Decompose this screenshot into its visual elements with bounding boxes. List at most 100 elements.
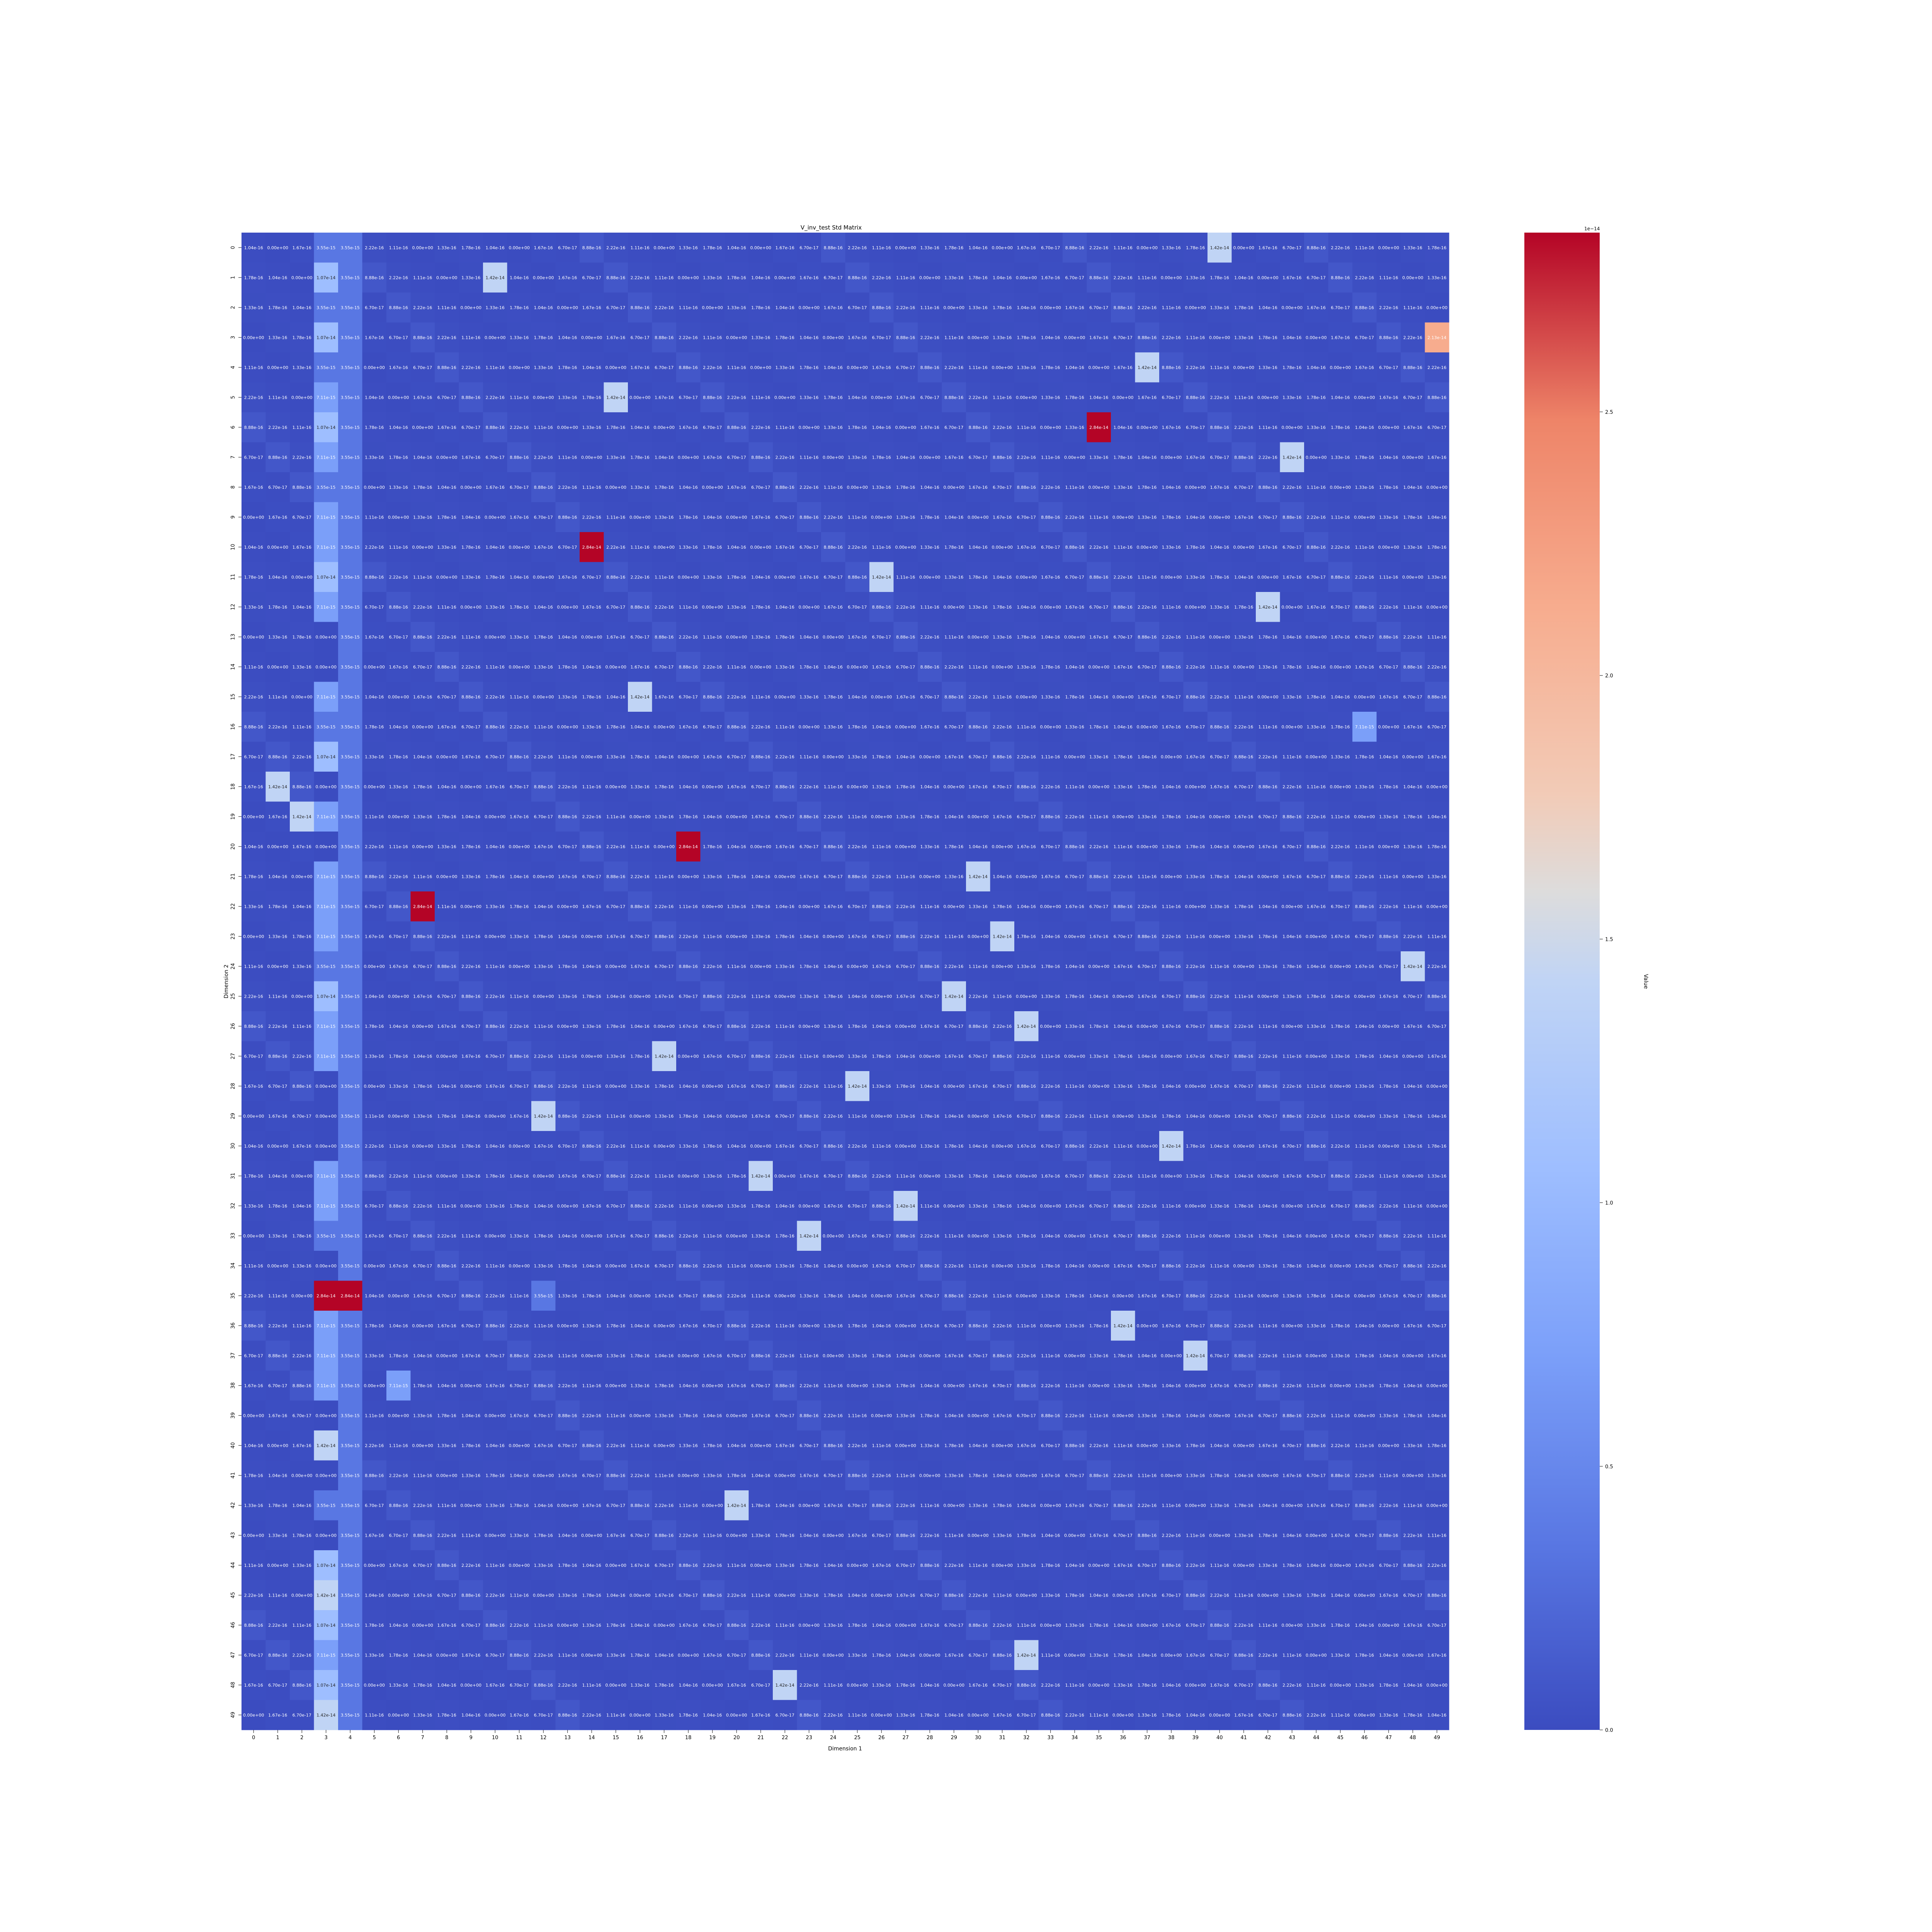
cell-value-label: 1.11e-16 — [920, 605, 939, 610]
cell-value-label: 2.22e-16 — [510, 1323, 529, 1328]
cell-value-label: 1.42e-14 — [1403, 964, 1422, 969]
cell-value-label: 1.67e-16 — [510, 814, 529, 819]
cell-value-label: 2.22e-16 — [944, 964, 963, 969]
cell-value-label: 2.22e-16 — [872, 874, 891, 879]
cell-value-label: 1.04e-16 — [461, 515, 480, 520]
cell-value-label: 1.04e-16 — [1114, 1623, 1133, 1628]
cell-value-label: 6.70e-17 — [1282, 1443, 1301, 1448]
cell-value-label: 0.00e+00 — [461, 605, 481, 610]
heatmap-cell-r4-c15 — [604, 352, 628, 383]
cell-value-label: 1.04e-16 — [1331, 694, 1350, 699]
heatmap-cell-r3-c9 — [459, 322, 483, 353]
cell-value-label: 1.11e-16 — [727, 1264, 746, 1269]
heatmap-cell-r0-c2 — [290, 233, 314, 263]
cell-value-label: 6.70e-17 — [944, 425, 963, 430]
cell-value-label: 2.22e-16 — [751, 724, 770, 730]
cell-value-label: 1.67e-16 — [920, 724, 939, 730]
heatmap-cell-r7-c38 — [1159, 442, 1184, 473]
cell-value-label: 1.33e-16 — [1331, 1054, 1350, 1059]
cell-value-label: 1.33e-16 — [1065, 724, 1084, 730]
cell-value-label: 7.11e-15 — [316, 605, 335, 610]
heatmap-cell-r3-c44 — [1304, 322, 1328, 353]
cell-value-label: 0.00e+00 — [1137, 1323, 1158, 1328]
cell-value-label: 2.22e-16 — [920, 934, 939, 939]
cell-value-label: 0.00e+00 — [533, 1593, 554, 1598]
cell-value-label: 1.78e-16 — [582, 1593, 601, 1598]
heatmap-cell-r5-c26 — [869, 382, 894, 413]
heatmap-cell-r6-c48 — [1401, 412, 1425, 442]
cell-value-label: 0.00e+00 — [1330, 1264, 1351, 1269]
cell-value-label: 1.78e-16 — [1210, 575, 1229, 580]
cell-value-label: 1.11e-16 — [365, 814, 384, 819]
cell-value-label: 1.78e-16 — [703, 245, 722, 250]
cell-value-label: 1.78e-16 — [582, 1293, 601, 1298]
cell-value-label: 2.22e-16 — [1089, 844, 1108, 849]
cell-value-label: 1.11e-16 — [727, 964, 746, 969]
heatmap-cell-r2-c6 — [386, 293, 411, 323]
cell-value-label: 8.88e-16 — [655, 934, 673, 939]
cell-value-label: 1.11e-16 — [848, 1713, 867, 1718]
heatmap-cell-r6-c18 — [676, 412, 701, 442]
cell-value-label: 0.00e+00 — [1282, 1323, 1303, 1328]
cell-value-label: 6.70e-17 — [486, 1353, 505, 1358]
cell-value-label: 1.04e-16 — [703, 1413, 722, 1418]
cell-value-label: 0.00e+00 — [1112, 395, 1133, 400]
cell-value-label: 1.67e-16 — [534, 844, 553, 849]
cell-value-label: 3.55e-15 — [341, 455, 360, 460]
cell-value-label: 1.11e-16 — [1041, 455, 1060, 460]
cell-value-label: 1.04e-16 — [1114, 724, 1133, 730]
cell-value-label: 1.67e-16 — [896, 694, 915, 699]
cell-value-label: 6.70e-17 — [1355, 1533, 1374, 1538]
cell-value-label: 1.33e-16 — [1259, 665, 1277, 670]
cell-value-label: 0.00e+00 — [629, 1114, 650, 1119]
heatmap-cell-r5-c14 — [580, 382, 604, 413]
cell-value-label: 1.78e-16 — [751, 305, 770, 310]
cell-value-label: 1.67e-16 — [1355, 365, 1374, 370]
cell-value-label: 1.33e-16 — [1210, 605, 1229, 610]
cell-value-label: 1.33e-16 — [534, 665, 553, 670]
cell-value-label: 2.22e-16 — [293, 1653, 311, 1658]
cell-value-label: 2.22e-16 — [1331, 245, 1350, 250]
cell-value-label: 1.78e-16 — [1379, 1383, 1398, 1388]
cell-value-label: 1.67e-16 — [1089, 1233, 1108, 1238]
cell-value-label: 0.00e+00 — [605, 365, 626, 370]
heatmap-cell-r7-c43 — [1280, 442, 1304, 473]
heatmap-cell-r5-c45 — [1328, 382, 1353, 413]
cell-value-label: 0.00e+00 — [919, 754, 940, 759]
cell-value-label: 0.00e+00 — [1064, 1233, 1085, 1238]
cell-value-label: 3.55e-15 — [341, 1503, 360, 1508]
cell-value-label: 0.00e+00 — [1088, 1563, 1109, 1568]
cell-value-label: 1.78e-16 — [244, 575, 263, 580]
heatmap-cell-r1-c23 — [797, 262, 821, 293]
cell-value-label: 1.33e-16 — [1017, 1264, 1036, 1269]
cell-value-label: 2.22e-16 — [631, 874, 650, 879]
cell-value-label: 0.00e+00 — [1016, 994, 1037, 999]
cell-value-label: 1.78e-16 — [1427, 844, 1446, 849]
cell-value-label: 1.78e-16 — [1138, 784, 1156, 789]
cell-value-label: 1.78e-16 — [389, 1353, 408, 1358]
cell-value-label: 1.78e-16 — [1282, 964, 1301, 969]
cell-value-label: 2.22e-16 — [944, 1563, 963, 1568]
cell-value-label: 2.22e-16 — [1234, 724, 1253, 730]
cell-value-label: 6.70e-17 — [389, 1533, 408, 1538]
cell-value-label: 3.55e-15 — [341, 1473, 360, 1478]
cell-value-label: 0.00e+00 — [436, 575, 457, 580]
heatmap-cell-r3-c2 — [290, 322, 314, 353]
cell-value-label: 8.88e-16 — [1234, 1353, 1253, 1358]
cell-value-label: 0.00e+00 — [629, 1293, 650, 1298]
cell-value-label: 1.33e-16 — [1331, 455, 1350, 460]
cell-value-label: 1.11e-16 — [1282, 1353, 1301, 1358]
heatmap-cell-r6-c49 — [1425, 412, 1449, 442]
heatmap-cell-r6-c5 — [362, 412, 387, 442]
cell-value-label: 1.67e-16 — [293, 1443, 311, 1448]
cell-value-label: 1.11e-16 — [1355, 545, 1374, 550]
cell-value-label: 8.88e-16 — [655, 1233, 673, 1238]
cell-value-label: 8.88e-16 — [655, 335, 673, 340]
cell-value-label: 1.11e-16 — [389, 1144, 408, 1149]
cell-value-label: 0.00e+00 — [267, 844, 288, 849]
cell-value-label: 1.67e-16 — [969, 1084, 988, 1089]
cell-value-label: 1.11e-16 — [1210, 964, 1229, 969]
cell-value-label: 2.22e-16 — [1210, 1293, 1229, 1298]
cell-value-label: 8.88e-16 — [1282, 814, 1301, 819]
cell-value-label: 2.22e-16 — [244, 1293, 263, 1298]
